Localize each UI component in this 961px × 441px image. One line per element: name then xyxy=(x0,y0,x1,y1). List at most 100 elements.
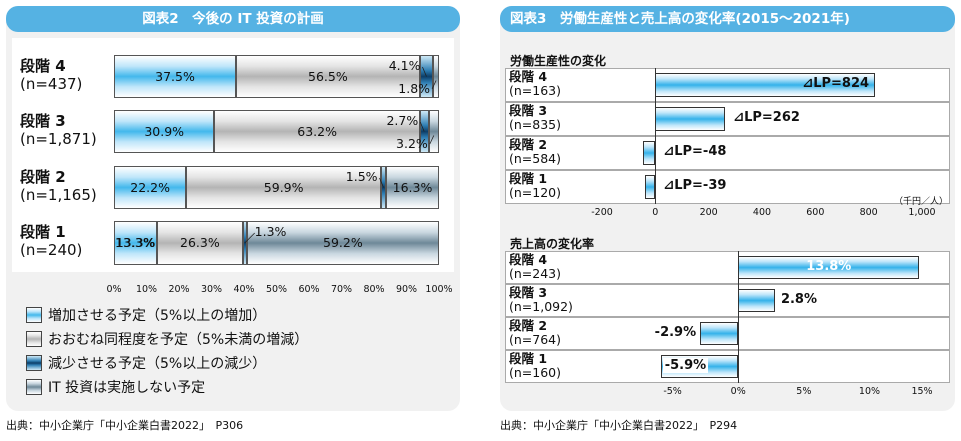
stage-name: 段階 3 xyxy=(20,112,66,130)
stage-label: 段階 1 (n=240) xyxy=(20,223,82,259)
x-tick-label: 0% xyxy=(106,284,122,295)
bar-segment-none xyxy=(246,221,439,265)
stage-name: 段階 1 xyxy=(509,351,548,366)
stage-label: 段階 4 (n=163) xyxy=(509,70,561,98)
stage-name: 段階 1 xyxy=(509,171,548,186)
x-tick-label: -5% xyxy=(663,386,682,397)
value-label-inc: 22.2% xyxy=(130,179,170,195)
bar-segment-same xyxy=(214,110,420,153)
x-tick-label: 400 xyxy=(752,207,772,218)
it-investment-panel: 図表2 今後の IT 投資の計画 段階 4 (n=437) 37.5% 56.5% 4.… xyxy=(6,6,460,411)
row-box xyxy=(505,136,950,170)
bar-segment-same xyxy=(235,55,420,98)
x-tick-label: 200 xyxy=(699,207,718,218)
leader-lines xyxy=(419,121,435,145)
bar-segment-dec xyxy=(242,221,247,265)
x-tick-label: 80% xyxy=(363,284,385,295)
stage-name: 段階 4 xyxy=(509,69,548,84)
stage-name: 段階 2 xyxy=(509,318,548,333)
x-tick-label: 20% xyxy=(168,284,190,295)
leader-line xyxy=(244,232,255,244)
x-tick-label: 40% xyxy=(233,284,255,295)
x-tick-label: 5% xyxy=(796,386,812,397)
stage-name: 段階 2 xyxy=(20,168,66,186)
value-label-inc: 37.5% xyxy=(155,68,195,84)
leader-lines xyxy=(379,177,384,188)
stage-label: 段階 1 (n=120) xyxy=(509,172,561,200)
x-tick-label: 10% xyxy=(858,386,881,397)
value-label: -2.9% xyxy=(654,324,697,340)
stage-count: (n=160) xyxy=(509,365,562,380)
stage-name: 段階 1 xyxy=(20,223,66,241)
value-label: 2.8% xyxy=(780,291,818,307)
x-tick-label: 30% xyxy=(200,284,223,295)
stage-count: (n=437) xyxy=(20,75,83,93)
value-bar xyxy=(644,175,656,199)
value-label-dec: 1.5% xyxy=(345,169,378,184)
productivity-sales-panel: 図表3 労働生産性と売上高の変化率(2015～2021年) 労働生産性の変化 段… xyxy=(500,6,955,411)
value-label-inc: 13.3% xyxy=(115,235,155,250)
value-label-none: 3.2% xyxy=(396,136,428,151)
x-tick-label: 100% xyxy=(425,284,453,295)
stage-label: 段階 4 (n=437) xyxy=(20,57,82,93)
value-label-none: 1.8% xyxy=(398,81,431,96)
bar-segment-none xyxy=(385,166,439,209)
x-tick-label: -200 xyxy=(591,207,613,218)
value-label: ⊿LP=-48 xyxy=(663,144,727,159)
figure2-source: 出典：中小企業庁「中小企業白書2022」 P306 xyxy=(6,419,244,432)
value-label-same: 63.2% xyxy=(297,123,337,139)
value-bar xyxy=(700,322,739,345)
unit-label: （千円／人） xyxy=(894,197,949,207)
leader-line xyxy=(419,121,425,132)
stage-label: 段階 3 (n=1,092) xyxy=(509,286,573,314)
legend-swatch-inc xyxy=(26,307,42,323)
x-tick-label: 60% xyxy=(298,284,320,295)
row-box xyxy=(505,102,950,136)
leader-line xyxy=(431,80,437,90)
stage-label: 段階 2 (n=764) xyxy=(509,319,561,347)
bar-segment-inc xyxy=(114,110,215,153)
value-bar xyxy=(738,289,775,312)
stage-count: (n=584) xyxy=(509,151,562,166)
value-label-same: 59.9% xyxy=(263,179,304,195)
bar-segment-inc xyxy=(114,166,187,209)
x-tick-label: 50% xyxy=(265,284,288,295)
value-label: ⊿LP=824 xyxy=(802,76,870,91)
stage-count: (n=835) xyxy=(509,117,562,132)
leader-line xyxy=(379,177,384,188)
value-label: 13.8% xyxy=(806,258,852,274)
leader-line xyxy=(422,66,427,77)
value-label-inc: 30.9% xyxy=(144,123,185,139)
stage-name: 段階 2 xyxy=(509,137,548,152)
bar-segment-same xyxy=(186,166,382,209)
figure3-title: 図表3 労働生産性と売上高の変化率(2015～2021年) xyxy=(500,6,955,32)
stage-label: 段階 4 (n=243) xyxy=(509,253,561,281)
stage-label: 段階 3 (n=1,871) xyxy=(20,112,97,148)
stage-label: 段階 1 (n=160) xyxy=(509,352,561,380)
stage-count: (n=1,165) xyxy=(20,186,97,204)
stage-name: 段階 4 xyxy=(20,57,66,75)
value-label-none: 59.2% xyxy=(323,235,363,250)
x-tick-label: 90% xyxy=(395,284,418,295)
stage-count: (n=240) xyxy=(20,241,83,259)
x-tick-label: 0 xyxy=(652,207,659,218)
leader-lines xyxy=(244,232,255,244)
figure3-source: 出典：中小企業庁「中小企業白書2022」 P294 xyxy=(500,419,738,432)
bar-segment-inc xyxy=(114,221,158,265)
x-tick-label: 800 xyxy=(859,207,878,218)
stage-count: (n=163) xyxy=(509,83,562,98)
stage-count: (n=1,871) xyxy=(20,130,97,148)
leader-lines xyxy=(422,66,437,90)
x-tick-label: 15% xyxy=(911,386,933,397)
stage-count: (n=1,092) xyxy=(509,299,573,314)
value-label-dec: 2.7% xyxy=(386,113,419,128)
zero-axis xyxy=(655,68,657,204)
value-label-same: 56.5% xyxy=(308,68,348,84)
x-tick-label: 600 xyxy=(806,207,825,218)
bar-segment-none xyxy=(428,110,439,153)
value-label-dec: 1.3% xyxy=(254,224,287,239)
stage-name: 段階 3 xyxy=(509,103,548,118)
stage-count: (n=120) xyxy=(509,185,562,200)
stage-count: (n=764) xyxy=(509,332,562,347)
value-bar xyxy=(655,107,726,131)
